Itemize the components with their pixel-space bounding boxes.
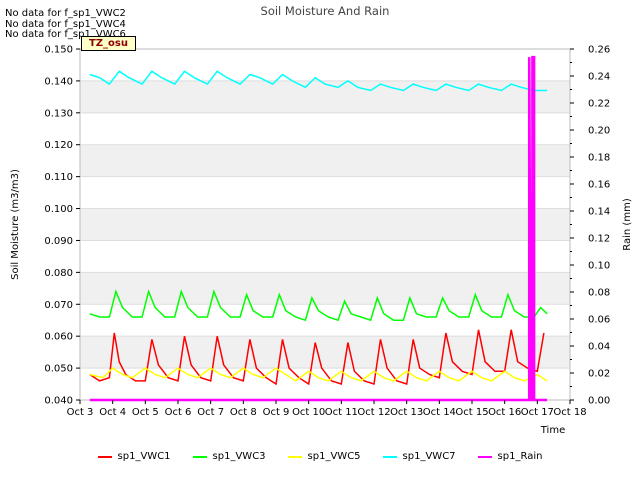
legend-item-sp1_VWC7: sp1_VWC7 [382,451,456,462]
y-tick-label: 0.040 [44,396,73,407]
x-axis-label: Time [540,425,565,436]
x-tick-label: Oct 9 [263,407,290,418]
y-right-tick-label: 0.14 [588,207,610,218]
x-tick-label: Oct 11 [325,407,358,418]
no-data-note-1: No data for f_sp1_VWC2 [5,8,126,19]
y-right-tick-label: 0.04 [588,342,610,353]
series-line-sp1_VWC5 [89,367,548,382]
y-tick-label: 0.060 [44,332,73,343]
y-tick-label: 0.110 [44,172,73,183]
legend-label: sp1_Rain [497,451,543,462]
legend-item-sp1_VWC5: sp1_VWC5 [287,451,361,462]
y-right-tick-label: 0.24 [588,72,610,83]
y-tick-label: 0.050 [44,364,73,375]
x-tick-label: Oct 10 [292,407,325,418]
y-axis-label: Soil Moisture (m3/m3) [10,169,21,280]
y-tick-label: 0.080 [44,268,73,279]
y-tick-label: 0.130 [44,108,73,119]
x-tick-label: Oct 17 [521,407,554,418]
y-right-tick-label: 0.26 [588,45,610,56]
no-data-note-3: No data for f_sp1_VWC6 [5,29,126,40]
series-line-sp1_Rain [89,55,548,402]
chart-legend: sp1_VWC1 sp1_VWC3 sp1_VWC5 sp1_VWC7 sp1_Rain [0,451,640,462]
grid-band [80,272,570,305]
y-right-axis-label: Rain (mm) [622,198,633,251]
legend-label: sp1_VWC3 [212,451,266,462]
grid-band [80,336,570,369]
series-line-sp1_VWC3 [89,289,548,322]
legend-swatch [287,455,302,458]
legend-label: sp1_VWC7 [402,451,456,462]
x-tick-label: Oct 4 [99,407,126,418]
y-tick-label: 0.150 [44,45,73,56]
legend-item-sp1_VWC1: sp1_VWC1 [97,451,171,462]
y-right-tick-label: 0.12 [588,234,610,245]
y-right-tick-label: 0.20 [588,126,610,137]
no-data-note-2: No data for f_sp1_VWC4 [5,19,126,30]
y-tick-label: 0.100 [44,204,73,215]
x-tick-label: Oct 15 [455,407,488,418]
x-tick-label: Oct 6 [165,407,192,418]
x-tick-label: Oct 16 [488,407,521,418]
grid-band [80,144,570,177]
x-tick-label: Oct 13 [390,407,423,418]
legend-swatch [477,455,492,458]
x-tick-label: Oct 8 [230,407,257,418]
y-right-tick-label: 0.08 [588,288,610,299]
y-right-tick-label: 0.02 [588,369,610,380]
y-right-tick-label: 0.18 [588,153,610,164]
legend-swatch [192,455,207,458]
y-right-tick-label: 0.16 [588,180,610,191]
x-tick-label: Oct 12 [357,407,390,418]
legend-label: sp1_VWC5 [307,451,361,462]
x-tick-label: Oct 14 [423,407,456,418]
y-right-tick-label: 0.06 [588,315,610,326]
legend-item-sp1_Rain: sp1_Rain [477,451,543,462]
x-tick-label: Oct 18 [553,407,586,418]
y-right-tick-label: 0.10 [588,261,610,272]
grid-band [80,208,570,241]
y-tick-label: 0.120 [44,140,73,151]
x-tick-label: Oct 7 [197,407,224,418]
legend-swatch [382,455,397,458]
x-tick-label: Oct 5 [132,407,159,418]
y-tick-label: 0.090 [44,236,73,247]
y-tick-label: 0.140 [44,76,73,87]
legend-swatch [97,455,112,458]
legend-label: sp1_VWC1 [117,451,171,462]
series-line-sp1_VWC7 [89,70,548,92]
grid-band [80,80,570,113]
y-right-tick-label: 0.00 [588,396,610,407]
legend-item-sp1_VWC3: sp1_VWC3 [192,451,266,462]
x-tick-label: Oct 3 [67,407,94,418]
y-right-tick-label: 0.22 [588,99,610,110]
chart-title: Soil Moisture And Rain [261,4,390,18]
timezone-label: TZ_osu [81,36,136,51]
y-tick-label: 0.070 [44,300,73,311]
